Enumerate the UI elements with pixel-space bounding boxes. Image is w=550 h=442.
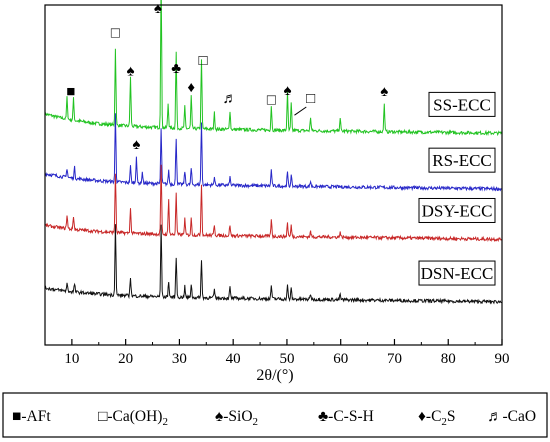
x-tick-label: 20 [118,351,133,367]
sample-label-text: DSY-ECC [422,201,493,220]
sample-label-box [428,91,496,117]
legend-symbol: □ [98,408,108,425]
sample-label-ss-ecc: SS-ECC [428,91,496,117]
legend-entry-c: ♦-C2S [418,408,456,428]
phase-marker-caoh2: □ [306,91,315,107]
legend-label: -C-S-H [328,408,374,425]
legend-label: -CaO [503,408,537,425]
x-tick-label: 10 [64,351,79,367]
legend-symbol: ♬ [487,408,503,425]
series-line-rs-ecc [44,113,503,192]
phase-marker-c2s: ♦ [187,80,195,96]
sample-labels: SS-ECC RS-ECC DSY-ECC DSN-ECC [418,91,496,286]
legend-subscript: 2 [441,416,447,428]
phase-marker-sio2: ♠ [154,1,162,17]
x-tick-label: 30 [172,351,187,367]
legend-entry-text: ♠-SiO2 [215,408,258,428]
sample-label-box [418,197,496,223]
phase-markers: ■□♠♠♣♦□♬ □♠□ ♠♠ [66,1,388,153]
x-tick-label: 70 [387,351,402,367]
sample-label-rs-ecc: RS-ECC [428,147,496,173]
legend-symbol: ♦ [418,408,426,425]
sample-label-box [418,260,496,286]
sample-label-text: RS-ECC [432,151,492,170]
sample-label-text: SS-ECC [433,95,491,114]
legend-tail: S [447,408,456,425]
x-tick-label: 80 [441,351,456,367]
legend-label: -Ca(OH) [107,408,162,425]
legend-entry-text: □-Ca(OH)2 [98,408,168,428]
phase-marker-cao: ♬ [222,91,237,107]
sample-label-dsn-ecc: DSN-ECC [418,260,496,286]
sample-label-dsy-ecc: DSY-ECC [418,197,496,223]
x-tick-label: 50 [279,351,294,367]
legend-box [2,392,548,438]
phase-marker-sio2: ♠ [132,137,140,153]
plot-frame [44,4,503,346]
legend-label: -AFt [21,408,51,425]
series-line-ss-ecc [44,0,503,137]
legend-entry-caoh: □-Ca(OH)2 [98,408,168,428]
legend-entry-csh: ♣-C-S-H [318,408,374,425]
legend-symbol: ♣ [318,408,328,425]
phase-marker-sio2: ♠ [380,84,388,100]
sample-label-box [428,147,496,173]
legend-label: -C [426,408,442,425]
series-line-dsy-ecc [44,164,503,243]
legend-subscript: 2 [162,416,168,428]
phase-marker-caoh2: □ [199,53,208,69]
axes: 10 20 30 40 50 60 70 80 90 [44,4,510,367]
legend-label: -SiO [223,408,252,425]
phase-marker-caoh2: □ [267,92,276,108]
legend-entry-sio: ♠-SiO2 [215,408,258,428]
x-tick-label: 90 [495,351,510,367]
series-layer [44,0,503,305]
legend-entry-text: ♬-CaO [487,408,536,425]
phase-marker-caoh2: □ [111,26,120,42]
phase-marker-sio2: ♠ [127,64,135,80]
phase-marker-sio2: ♠ [283,83,291,99]
x-tick-label: 40 [226,351,241,367]
legend-entry-text: ■-AFt [12,408,51,425]
legend-subscript: 2 [253,416,259,428]
legend-entry-text: ♦-C2S [418,408,456,428]
series-line-dsn-ecc [44,224,503,305]
phase-marker-aft: ■ [66,84,75,100]
legend-symbol: ♠ [215,408,223,425]
x-axis-title: 2θ/(°) [256,367,293,384]
phase-marker-c-s-h: ♣ [171,61,181,77]
legend: ■-AFt □-Ca(OH)2 ♠-SiO2 ♣-C-S-H ♦-C2S ♬-CaO [2,392,548,438]
legend-entry-aft: ■-AFt [12,408,51,425]
legend-entry-text: ♣-C-S-H [318,408,374,425]
legend-symbol: ■ [12,408,21,425]
legend-entry-cao: ♬-CaO [487,408,536,425]
x-tick-label: 60 [333,351,348,367]
marker-pointer [294,106,307,116]
sample-label-text: DSN-ECC [421,264,494,283]
